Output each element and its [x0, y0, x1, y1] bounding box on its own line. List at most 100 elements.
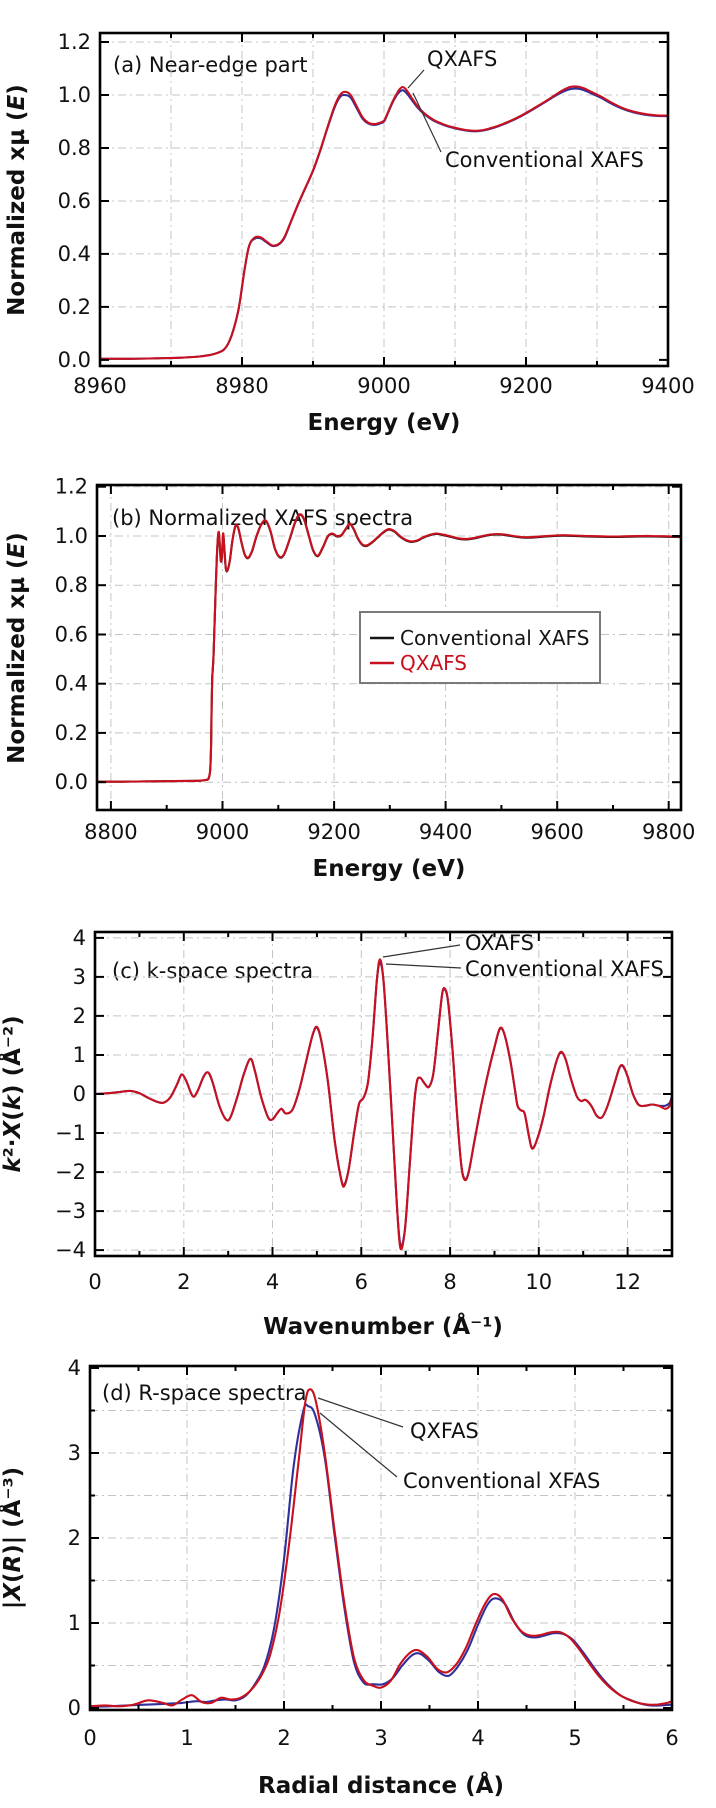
y-tick-label: 1 [68, 1611, 81, 1635]
x-tick-label: 3 [374, 1726, 387, 1750]
x-tick-label: 8800 [84, 820, 137, 844]
y-tick-label: 4 [73, 926, 86, 950]
x-tick-label: 10 [525, 1270, 552, 1294]
gridlines [90, 1366, 672, 1710]
annotation-label: QXFAS [410, 1419, 479, 1443]
panel-b-title: (b) Normalized XAFS spectra [112, 506, 413, 530]
series-oxafs [95, 958, 672, 1251]
panel-c-chart: (c) k-space spectra Wavenumber (Å⁻¹) 0 2 4… [0, 926, 674, 1340]
annotation-leader-line [319, 1412, 398, 1478]
series-conventional-xafs [95, 961, 672, 1248]
tick-labels: 8960 8980 9000 9200 9400 0.0 0.2 0.4 0.6 0.8 1.0 1.… [58, 30, 695, 398]
x-tick-label: 4 [266, 1270, 279, 1294]
gridlines [100, 33, 668, 366]
y-axis-title: k²·X(k) (Å⁻²) [0, 1015, 26, 1172]
x-tick-label: 6 [665, 1726, 678, 1750]
x-tick-label: 9000 [196, 820, 249, 844]
x-tick-label: 9400 [641, 374, 694, 398]
annotation-label: OXAFS [465, 931, 534, 955]
panel-d-title: (d) R-space spectra [102, 1381, 306, 1405]
y-tick-label: 0.8 [55, 573, 88, 597]
annotation-label: QXAFS [427, 47, 497, 71]
tick-labels: 8800 9000 9200 9400 9600 9800 0.0 0.2 0.4 0.6 0.8 1… [55, 475, 696, 844]
y-tick-label: −3 [55, 1199, 86, 1223]
y-tick-label: 1.2 [58, 30, 91, 54]
panel-b-x-axis-title: Energy (eV) [313, 856, 466, 882]
annotation-leader-line [407, 69, 425, 89]
x-tick-label: 0 [88, 1270, 101, 1294]
x-tick-label: 9200 [499, 374, 552, 398]
annotation-label: Conventional XAFS [465, 957, 664, 981]
series-qxfas [90, 1388, 672, 1708]
panel-c-title: (c) k-space spectra [112, 959, 313, 983]
panel-d-x-axis-title: Radial distance (Å) [258, 1771, 504, 1799]
y-tick-label: 3 [68, 1441, 81, 1465]
y-tick-label: 0.6 [58, 189, 91, 213]
annotation-leader-line [412, 92, 442, 153]
annotation-label: Conventional XAFS [445, 148, 644, 172]
annotation-leader-line [317, 1397, 404, 1428]
panel-d-chart: (d) R-space spectra Radial distance (Å) … [0, 1356, 679, 1799]
y-tick-label: 2 [68, 1526, 81, 1550]
y-tick-label: 0.4 [55, 672, 88, 696]
y-tick-label: 0.4 [58, 242, 91, 266]
annotation-leader-line [382, 944, 461, 958]
y-tick-label: 1 [73, 1043, 86, 1067]
legend-item-label: QXAFS [400, 651, 467, 675]
y-tick-label: 0.0 [55, 770, 88, 794]
tick-labels: 0 1 2 3 4 5 6 0 1 2 3 4 [68, 1356, 679, 1750]
x-tick-label: 0 [83, 1726, 96, 1750]
y-tick-label: −2 [55, 1160, 86, 1184]
x-tick-label: 2 [277, 1726, 290, 1750]
series-group [97, 513, 681, 783]
x-tick-label: 9800 [642, 820, 695, 844]
series-group [95, 958, 672, 1251]
x-tick-label: 9600 [530, 820, 583, 844]
axis-ticks [89, 1366, 673, 1710]
y-tick-label: 0.2 [58, 295, 91, 319]
x-tick-label: 9400 [419, 820, 472, 844]
panel-c-x-axis-title: Wavenumber (Å⁻¹) [263, 1312, 503, 1340]
legend-item-label: Conventional XAFS [400, 626, 589, 650]
x-tick-label: 4 [471, 1726, 484, 1750]
y-tick-label: −4 [55, 1238, 86, 1262]
panel-b-chart: (b) Normalized XAFS spectra Energy (eV) … [4, 475, 696, 882]
series-qxafs [100, 85, 668, 360]
y-tick-label: 2 [73, 1004, 86, 1028]
x-tick-label: 9200 [307, 820, 360, 844]
y-tick-label: 0.0 [58, 348, 91, 372]
y-tick-label: −1 [55, 1121, 86, 1145]
y-tick-label: 4 [68, 1356, 81, 1380]
x-tick-label: 12 [614, 1270, 641, 1294]
y-tick-label: 1.2 [55, 475, 88, 499]
annotation-leader-line [385, 963, 462, 969]
y-tick-label: 0.8 [58, 136, 91, 160]
y-tick-label: 0 [73, 1082, 86, 1106]
x-tick-label: 1 [180, 1726, 193, 1750]
x-tick-label: 6 [355, 1270, 368, 1294]
y-tick-label: 1.0 [55, 524, 88, 548]
panel-a-title: (a) Near-edge part [113, 53, 308, 77]
y-tick-label: 0.6 [55, 623, 88, 647]
x-tick-label: 8980 [215, 374, 268, 398]
y-tick-label: 0 [68, 1696, 81, 1720]
series-group [90, 1388, 672, 1708]
x-tick-label: 5 [568, 1726, 581, 1750]
panel-a-x-axis-title: Energy (eV) [308, 410, 461, 436]
y-axis-title: Normalized xµ (E) [4, 84, 30, 316]
axis-ticks [99, 33, 669, 366]
y-axis-title: Normalized xµ (E) [4, 532, 30, 764]
x-tick-label: 9000 [357, 374, 410, 398]
panel-a-chart: (a) Near-edge part Energy (eV) 8960 8980 9… [4, 30, 695, 436]
y-tick-label: 0.2 [55, 721, 88, 745]
x-tick-label: 8960 [73, 374, 126, 398]
x-tick-label: 2 [177, 1270, 190, 1294]
y-axis-title: |X(R)| (Å⁻³) [0, 1467, 26, 1609]
gridlines [95, 932, 672, 1256]
series-qxafs [97, 513, 681, 783]
y-tick-label: 1.0 [58, 83, 91, 107]
series-group [100, 85, 668, 360]
